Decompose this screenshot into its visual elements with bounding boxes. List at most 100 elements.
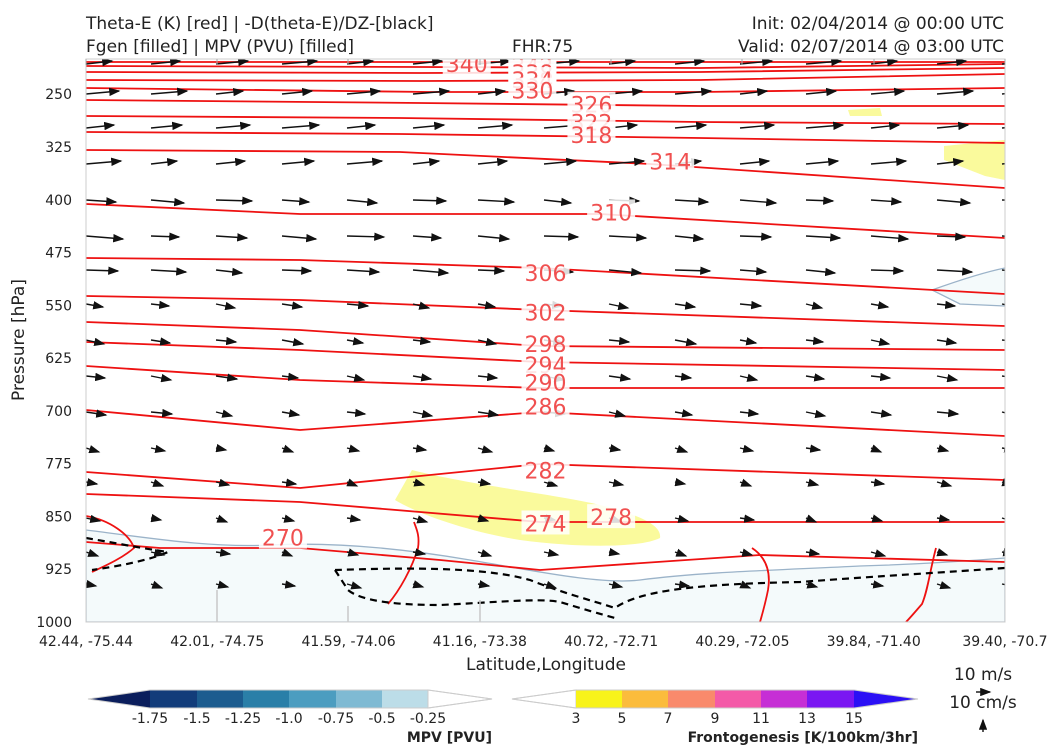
- wind-vector: [477, 121, 514, 131]
- wind-vector: [215, 580, 230, 589]
- theta-e-label-bg: [646, 148, 695, 173]
- wind-vector: [805, 548, 821, 557]
- wind-vector: [674, 233, 705, 243]
- wind-vector: [346, 514, 362, 523]
- wind-vector: [543, 197, 573, 207]
- y-tick-label: 550: [45, 298, 72, 314]
- wind-vector: [543, 548, 560, 558]
- wind-vector: [477, 266, 506, 275]
- wind-vector: [870, 266, 905, 275]
- wind-vector: [281, 444, 295, 453]
- mpv-colorbar-segment: [150, 690, 197, 708]
- mpv-colorbar-segment: [382, 690, 428, 708]
- wind-vector: [281, 548, 294, 557]
- fgen-colorbar-segment: [668, 690, 715, 708]
- theta-e-contour: [905, 547, 937, 622]
- wind-vector: [739, 157, 771, 167]
- mpv-colorbar-segment: [197, 690, 243, 708]
- mpv-colorbar-label: -0.5: [368, 711, 395, 727]
- y-tick-label: 850: [45, 509, 72, 525]
- wind-vector: [346, 478, 359, 487]
- theta-e-label: 314: [649, 151, 691, 176]
- wind-vector: [805, 233, 842, 242]
- wind-vector: [674, 444, 689, 453]
- theta-e-contour: [86, 131, 1005, 144]
- wind-vector: [936, 444, 950, 453]
- wind-vector: [215, 157, 247, 167]
- wind-vector: [936, 479, 953, 488]
- wind-vector: [477, 233, 511, 243]
- wind-vector: [86, 514, 102, 524]
- wind-vector: [346, 548, 360, 557]
- theta-e-label-bg: [442, 59, 491, 75]
- wind-vector: [870, 157, 908, 167]
- theta-e-label: 340: [446, 53, 488, 78]
- wind-vector: [1001, 269, 1005, 272]
- wind-vector: [412, 515, 429, 524]
- fgen-colorbar-segment: [511, 689, 577, 709]
- fgen-colorbar-label: 5: [618, 711, 627, 727]
- theta-e-contour: [86, 115, 1005, 125]
- wind-vector: [1001, 235, 1005, 237]
- wind-vector: [674, 580, 691, 589]
- wind-vector: [674, 409, 694, 418]
- wind-vector: [86, 445, 101, 454]
- wind-vector: [412, 336, 432, 346]
- wind-vector: [739, 87, 769, 97]
- y-tick-label: 625: [45, 351, 72, 367]
- x-axis-label: Latitude,Longitude: [466, 655, 626, 675]
- wind-vector: [215, 121, 252, 131]
- mpv-colorbar-outline: [87, 689, 493, 709]
- wind-vector: [1001, 162, 1005, 165]
- theta-e-contour: [86, 463, 1005, 489]
- wind-vector: [608, 267, 643, 277]
- wind-vector: [936, 87, 975, 96]
- wind-vector: [1001, 199, 1005, 201]
- wind-vector: [870, 121, 901, 131]
- theta-e-contour: [751, 547, 770, 622]
- wind-vector: [86, 337, 106, 346]
- wind-vector: [86, 121, 116, 131]
- wind-vector: [870, 478, 886, 487]
- wind-vector: [477, 337, 498, 346]
- wind-vector: [936, 121, 970, 131]
- wind-vector: [805, 336, 825, 346]
- wind-vector: [674, 477, 687, 487]
- title-line-1: Theta-E (K) [red] | -D(theta-E)/DZ-[blac…: [86, 14, 434, 34]
- fgen-colorbar-segment: [807, 690, 854, 708]
- wind-vector: [346, 232, 386, 241]
- wind-vector: [936, 267, 974, 276]
- fgen-colorbar-segment: [761, 690, 807, 708]
- theta-e-label: 270: [262, 527, 304, 552]
- wind-vector: [150, 580, 164, 589]
- theta-e-label-bg: [521, 510, 570, 535]
- wind-vector: [215, 478, 231, 487]
- wind-vector: [346, 197, 379, 207]
- wind-vector: [477, 549, 493, 558]
- theta-e-contour: [86, 203, 1005, 239]
- wind-vector: [870, 444, 883, 453]
- mpv-colorbar-segment: [88, 690, 150, 708]
- wind-vector: [86, 157, 123, 167]
- wind-vector: [870, 234, 910, 243]
- wind-vector: [805, 373, 826, 382]
- wind-vector: [412, 301, 431, 310]
- wind-vector: [281, 409, 301, 418]
- wind-vector: [150, 513, 163, 523]
- valid-time: Valid: 02/07/2014 @ 03:00 UTC: [738, 37, 1004, 57]
- wind-vector: [281, 157, 316, 167]
- fgen-colorbar-label: 15: [845, 711, 863, 727]
- wind-vector: [870, 549, 887, 558]
- theta-e-label-bg: [521, 457, 570, 482]
- wind-vector: [674, 372, 693, 381]
- theta-e-label: 278: [590, 506, 632, 531]
- dtheta-dz-contour: [86, 536, 172, 572]
- mpv-colorbar-segment: [336, 690, 382, 708]
- wind-vector: [281, 478, 298, 487]
- wind-vector: [674, 338, 698, 347]
- wind-vector: [543, 157, 578, 167]
- x-tick-label: 40.72, -72.71: [564, 634, 658, 650]
- fgen-fill-region: [848, 108, 882, 116]
- wind-vector: [805, 87, 838, 97]
- wind-vector: [477, 372, 499, 382]
